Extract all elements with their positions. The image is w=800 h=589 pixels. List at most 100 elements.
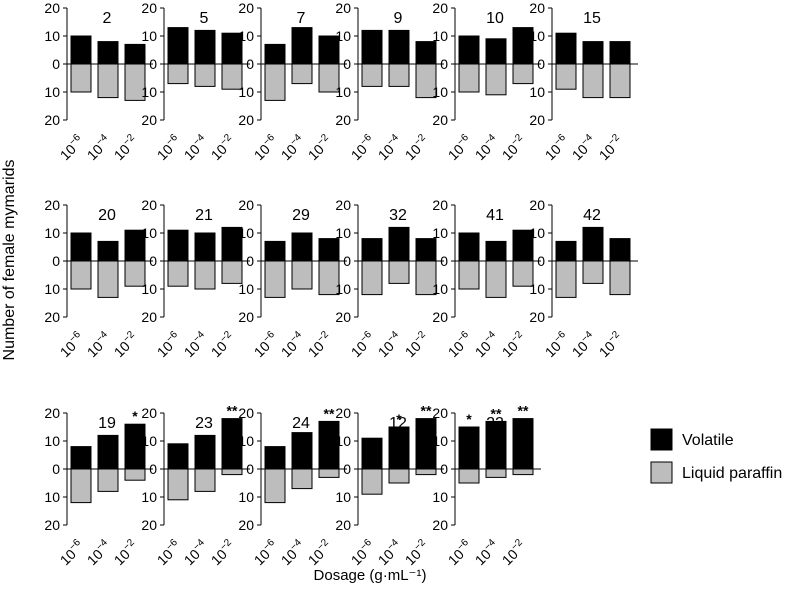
y-tick-label: 0 [149,253,157,269]
x-tick-label: 10−6 [56,132,87,163]
y-tick-label: 20 [141,405,157,421]
panel-23: 20 10 0 10 20 ** 23 10−610−410−2 [141,403,250,568]
y-tick-label: 20 [335,309,351,325]
y-tick-label: 10 [141,433,157,449]
significance-mark: * [132,408,138,424]
panel-title: 15 [583,10,601,27]
bar-liquid-paraffin [361,468,383,495]
bar-liquid-paraffin [70,468,92,504]
bar-volatile [291,27,313,65]
x-tick-label: 10−4 [180,537,211,568]
y-tick-label: 10 [432,28,448,44]
y-tick-label: 0 [537,56,545,72]
bar-volatile [609,41,631,65]
x-tick-label: 10−4 [180,132,211,163]
y-tick-label: 20 [44,0,60,16]
y-tick-label: 20 [335,0,351,16]
y-tick-label: 10 [529,84,545,100]
y-tick-label: 0 [149,56,157,72]
x-tick-label: 10−6 [153,537,184,568]
y-tick-label: 0 [246,253,254,269]
bar-volatile [361,238,383,262]
bar-volatile [124,43,146,65]
significance-mark: * [396,411,402,427]
y-tick-label: 10 [529,28,545,44]
y-tick-label: 10 [141,28,157,44]
y-tick-label: 10 [44,225,60,241]
bar-volatile [70,35,92,65]
y-tick-label: 20 [335,197,351,213]
bar-volatile [97,240,119,262]
bar-volatile [167,229,189,262]
bar-volatile [194,29,216,65]
panel-title: 32 [389,207,407,224]
y-tick-label: 10 [335,281,351,297]
y-tick-label: 20 [44,517,60,533]
y-tick-label: 10 [335,433,351,449]
significance-mark: ** [491,405,502,421]
bar-volatile [555,32,577,65]
bar-liquid-paraffin [485,260,507,298]
y-tick-label: 20 [432,517,448,533]
x-tick-label: 10−4 [471,132,502,163]
x-tick-label: 10−2 [401,329,432,360]
y-tick-label: 20 [44,112,60,128]
bar-volatile [388,29,410,65]
y-tick-label: 10 [432,225,448,241]
bar-liquid-paraffin [485,468,507,478]
y-tick-label: 0 [149,461,157,477]
bar-volatile [291,232,313,262]
x-tick-label: 10−6 [347,537,378,568]
bar-liquid-paraffin [194,63,216,87]
bar-volatile [485,240,507,262]
y-tick-label: 0 [343,56,351,72]
x-tick-label: 10−6 [250,537,281,568]
x-tick-label: 10−2 [498,329,529,360]
bar-liquid-paraffin [555,63,577,90]
bar-volatile [361,29,383,65]
y-tick-label: 10 [238,28,254,44]
bar-liquid-paraffin [609,260,631,296]
significance-mark: ** [227,403,238,419]
panel-title: 41 [486,207,504,224]
y-tick-label: 20 [335,517,351,533]
bar-volatile [167,443,189,470]
bar-liquid-paraffin [264,260,286,298]
panel-title: 24 [292,415,310,432]
y-tick-label: 20 [141,517,157,533]
y-tick-label: 10 [335,84,351,100]
bar-volatile [194,232,216,262]
x-tick-label: 10−6 [56,537,87,568]
y-tick-label: 0 [246,56,254,72]
y-tick-label: 10 [44,433,60,449]
bar-liquid-paraffin [264,468,286,504]
x-tick-label: 10−2 [595,132,626,163]
bar-volatile [70,232,92,262]
bar-volatile [388,226,410,262]
bar-liquid-paraffin [485,63,507,96]
x-tick-label: 10−6 [541,132,572,163]
x-axis-label: Dosage (g·mL⁻¹) [314,567,427,584]
bar-liquid-paraffin [167,63,189,85]
panel-19: 20 10 0 10 20 * 19 10−610−410−2 [44,405,153,568]
x-tick-label: 10−4 [471,537,502,568]
bar-liquid-paraffin [458,260,480,290]
significance-mark: ** [421,403,432,419]
bar-liquid-paraffin [97,63,119,99]
bar-liquid-paraffin [582,63,604,99]
panels-group: 201001020210−610−410−2201001020510−610−4… [44,0,638,568]
bar-liquid-paraffin [361,260,383,296]
bar-volatile [194,434,216,470]
x-tick-label: 10−2 [207,329,238,360]
y-tick-label: 10 [238,281,254,297]
x-tick-label: 10−6 [444,329,475,360]
y-tick-label: 20 [44,309,60,325]
y-tick-label: 20 [44,197,60,213]
panel-41: 20 10 0 10 20 41 10−610−410−2 [432,197,541,360]
x-tick-label: 10−2 [110,329,141,360]
panel-title: 9 [394,10,403,27]
panel-title: 12 [389,415,407,432]
y-tick-label: 0 [440,56,448,72]
y-tick-label: 10 [432,433,448,449]
bar-volatile [512,418,534,470]
